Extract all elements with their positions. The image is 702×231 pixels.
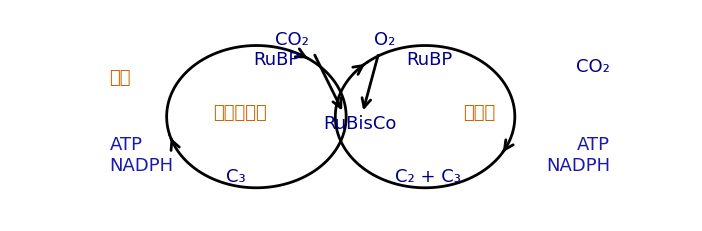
Text: RuBP: RuBP	[406, 51, 452, 69]
Text: RuBP: RuBP	[253, 51, 300, 69]
Text: ATP
NADPH: ATP NADPH	[546, 136, 610, 175]
Text: C₂ + C₃: C₂ + C₃	[395, 168, 461, 186]
Text: 糖类: 糖类	[110, 69, 131, 87]
Text: C₃: C₃	[227, 168, 246, 186]
Text: CO₂: CO₂	[576, 58, 610, 76]
Text: CO₂: CO₂	[274, 31, 309, 49]
Text: ATP
NADPH: ATP NADPH	[110, 136, 173, 175]
Text: 卡尔文循环: 卡尔文循环	[213, 104, 267, 122]
Text: 光呼吸: 光呼吸	[463, 104, 496, 122]
Text: O₂: O₂	[373, 31, 395, 49]
Text: RuBisCo: RuBisCo	[323, 115, 397, 133]
